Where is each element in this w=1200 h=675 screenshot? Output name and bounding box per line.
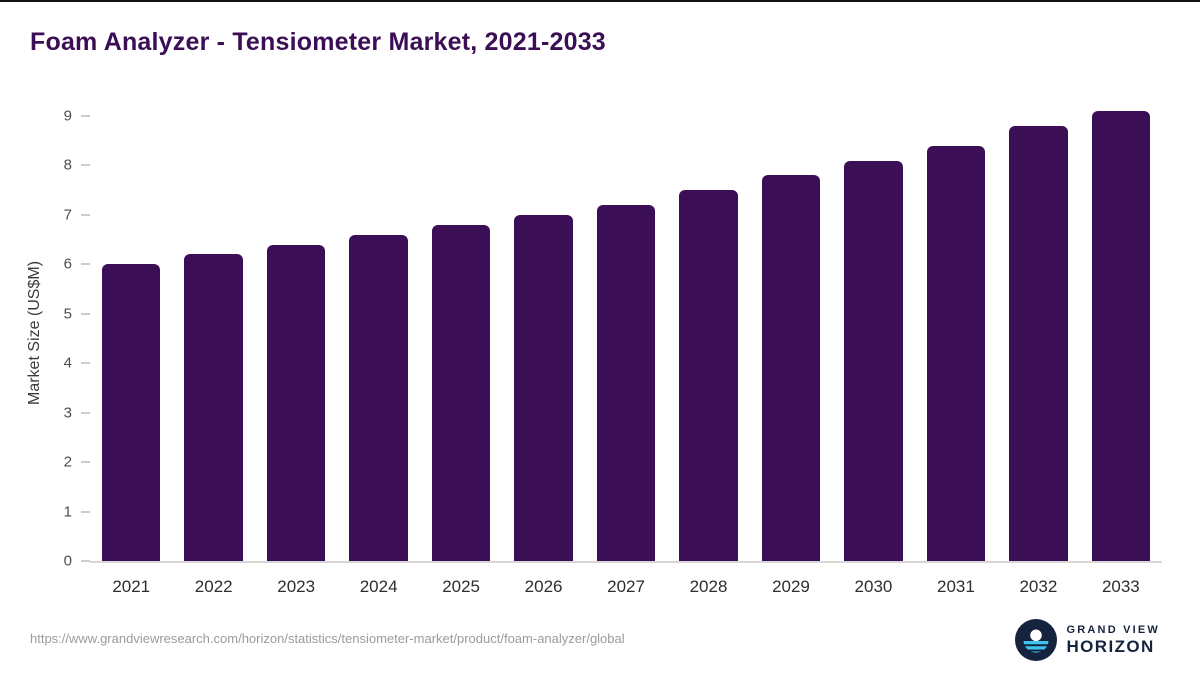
- chart-title: Foam Analyzer - Tensiometer Market, 2021…: [30, 28, 606, 56]
- x-axis-label: 2030: [854, 577, 893, 596]
- y-axis-tick-label: 6: [63, 255, 72, 273]
- y-axis-tick-label: 1: [63, 503, 72, 521]
- y-axis-tick: [81, 115, 90, 117]
- y-axis-tick: [81, 560, 90, 562]
- bar-column: 2029: [761, 102, 821, 596]
- x-axis-label: 2032: [1019, 577, 1058, 596]
- bar-column: 2027: [596, 102, 656, 596]
- x-axis-label: 2025: [442, 577, 481, 596]
- bar-column: 2022: [184, 102, 243, 596]
- y-axis-tick: [81, 164, 90, 167]
- logo-line1: GRAND VIEW: [1066, 623, 1160, 636]
- x-axis-label: 2022: [194, 577, 233, 596]
- y-axis-tick-label: 3: [63, 404, 72, 422]
- y-axis-tick-label: 8: [63, 156, 72, 174]
- x-axis-label: 2028: [689, 577, 728, 596]
- y-axis-tick: [81, 312, 90, 315]
- bar: [184, 254, 243, 561]
- bar-column: 2025: [431, 102, 491, 596]
- bar-column: 2030: [844, 102, 903, 596]
- bar-column: 2031: [926, 102, 986, 596]
- y-axis-tick: [81, 510, 90, 513]
- source-url: https://www.grandviewresearch.com/horizo…: [30, 631, 625, 646]
- y-axis-tick-label: 9: [63, 107, 72, 125]
- bar: [844, 160, 903, 561]
- bar: [761, 175, 821, 561]
- bar-column: 2033: [1091, 102, 1151, 596]
- y-axis-tick-label: 4: [63, 354, 72, 372]
- bar: [431, 224, 491, 561]
- x-axis-label: 2031: [937, 577, 975, 596]
- logo-text: GRAND VIEW HORIZON: [1067, 624, 1161, 656]
- bar-column: 2026: [514, 102, 573, 596]
- logo-line2: HORIZON: [1066, 636, 1155, 656]
- bar: [679, 190, 738, 561]
- bar-column: 2024: [349, 102, 408, 596]
- y-axis-tick: [81, 213, 90, 216]
- horizon-sunrise-icon: [1014, 619, 1057, 661]
- y-axis-tick-label: 7: [63, 206, 72, 224]
- bar: [266, 244, 326, 561]
- y-axis-tick: [81, 411, 90, 414]
- x-axis-label: 2029: [772, 577, 810, 596]
- x-axis-label: 2027: [607, 577, 645, 596]
- bar: [1091, 111, 1151, 561]
- x-axis-label: 2024: [359, 577, 398, 596]
- y-axis-tick-label: 5: [63, 305, 72, 323]
- y-axis-tick: [81, 263, 90, 266]
- bar-column: 2028: [679, 102, 738, 596]
- grandview-horizon-logo: GRAND VIEW HORIZON: [1014, 619, 1161, 661]
- bar-column: 2023: [266, 102, 326, 596]
- y-axis-tick: [81, 461, 90, 464]
- bar: [349, 234, 408, 561]
- x-axis-label: 2021: [112, 577, 151, 596]
- y-axis-tick-label: 2: [63, 453, 72, 471]
- bar: [596, 205, 656, 561]
- bar: [926, 145, 986, 561]
- y-axis-tick: [81, 362, 90, 365]
- x-axis-label: 2023: [277, 577, 316, 596]
- bar: [1009, 125, 1068, 561]
- bar: [102, 264, 161, 561]
- x-axis-label: 2033: [1101, 577, 1140, 596]
- bar-column: 2032: [1009, 102, 1068, 596]
- bar-column: 2021: [102, 102, 161, 596]
- y-axis-tick-label: 0: [63, 552, 72, 570]
- bars: 2021 2022 2023 2024 2025 2026 2027 2028 2029 2030…: [90, 102, 1162, 596]
- x-axis-label: 2026: [524, 577, 563, 596]
- plot-area: 2021 2022 2023 2024 2025 2026 2027 2028 2029 2030…: [64, 102, 1162, 596]
- bar: [514, 214, 573, 561]
